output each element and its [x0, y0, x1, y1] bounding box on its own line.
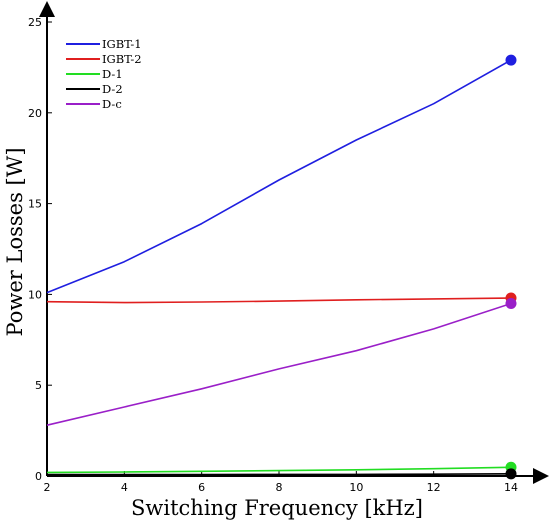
legend-label-d-2: D-2: [102, 82, 123, 96]
y-tick-label: 10: [28, 288, 42, 301]
series-line-d-c: [46, 302, 512, 426]
axes: [39, 1, 549, 484]
legend-label-d-c: D-c: [102, 97, 122, 111]
series-line-igbt-1: [46, 59, 512, 294]
end-marker-igbt-1: [505, 54, 517, 66]
series-line-d-2: [47, 472, 512, 476]
tick-labels: 2 4 6 8 10 12 14 0 5 10 15 20 25: [28, 16, 518, 494]
x-tick-label: 12: [427, 481, 441, 494]
end-marker-d-2: [505, 468, 517, 480]
x-tick-label: 10: [349, 481, 363, 494]
legend-label-igbt-1: IGBT-1: [102, 37, 142, 51]
x-tick-label: 8: [276, 481, 283, 494]
y-axis-arrow-icon: [39, 1, 55, 17]
x-tick-label: 14: [504, 481, 518, 494]
end-markers: [505, 54, 517, 480]
y-tick-label: 15: [28, 198, 42, 211]
series-lines: [46, 59, 512, 476]
y-tick-label: 0: [35, 470, 42, 483]
end-marker-d-c: [505, 297, 517, 309]
x-axis-title: Switching Frequency [kHz]: [131, 496, 423, 520]
y-tick-label: 5: [35, 379, 42, 392]
x-tick-label: 6: [198, 481, 205, 494]
series-line-igbt-2: [46, 297, 512, 304]
x-axis-arrow-icon: [533, 468, 549, 484]
y-tick-label: 25: [28, 16, 42, 29]
x-tick-label: 4: [121, 481, 128, 494]
x-tick-label: 2: [44, 481, 51, 494]
y-axis-title: Power Losses [W]: [3, 147, 27, 336]
y-tick-label: 20: [28, 107, 42, 120]
series-line-d-1: [46, 466, 512, 474]
legend-label-d-1: D-1: [102, 67, 123, 81]
legend-label-igbt-2: IGBT-2: [102, 52, 142, 66]
